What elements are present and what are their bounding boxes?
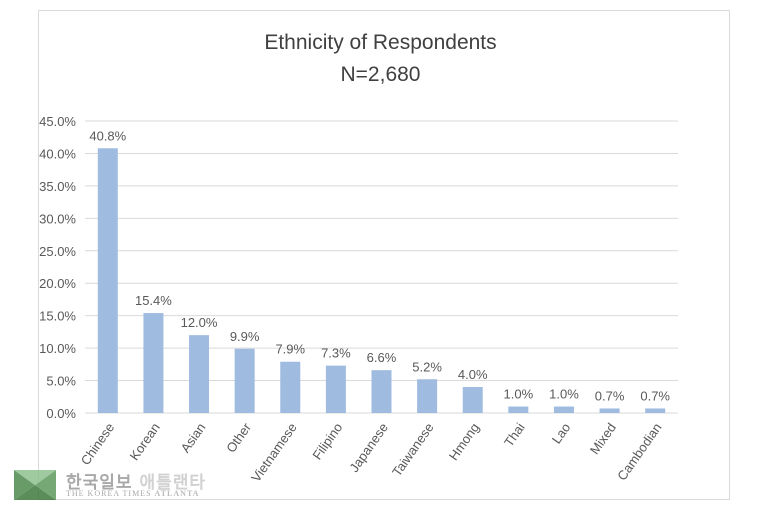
bar-taiwanese [417, 379, 438, 413]
x-tick-label: Japanese [346, 420, 391, 475]
bar-asian [189, 335, 210, 413]
data-label: 40.8% [89, 128, 126, 143]
bars [97, 148, 666, 413]
data-label: 15.4% [135, 293, 172, 308]
y-tick-label: 25.0% [39, 244, 76, 259]
y-tick-label: 40.0% [39, 146, 76, 161]
bar-thai [508, 406, 529, 413]
watermark-logo: 한국일보 애틀랜타 THE KOREA TIMES ATLANTA [14, 468, 254, 502]
bar-hmong [462, 387, 483, 413]
y-tick-label: 35.0% [39, 179, 76, 194]
x-tick-label: Cambodian [614, 420, 664, 483]
y-tick-label: 15.0% [39, 309, 76, 324]
data-label: 7.3% [321, 346, 351, 361]
x-tick-label: Taiwanese [389, 420, 437, 479]
bar-japanese [371, 370, 392, 413]
y-tick-label: 30.0% [39, 211, 76, 226]
x-tick-label: Vietnamese [248, 420, 300, 485]
bar-cambodian [645, 408, 666, 413]
y-tick-label: 20.0% [39, 276, 76, 291]
y-tick-label: 0.0% [46, 406, 76, 421]
logo-icon [14, 470, 56, 500]
chart-title: Ethnicity of Respondents [264, 31, 497, 54]
bar-filipino [325, 365, 346, 413]
watermark-english: THE KOREA TIMES ATLANTA [66, 489, 199, 498]
bar-korean [143, 313, 164, 413]
x-tick-label: Thai [501, 420, 528, 449]
data-label: 0.7% [640, 388, 670, 403]
x-tick-label: Filipino [309, 420, 345, 462]
data-label: 0.7% [595, 388, 625, 403]
data-labels: 40.8% 15.4% 12.0% 9.9% 7.9% 7.3% 6.6% 5.2% 4.0% 1… [89, 128, 670, 403]
watermark-korean-sub: 애틀랜타 [139, 473, 207, 493]
y-tick-label: 45.0% [39, 114, 76, 129]
data-label: 9.9% [230, 329, 260, 344]
data-label: 7.9% [275, 342, 305, 357]
x-tick-label: Mixed [587, 420, 619, 457]
bar-other [234, 348, 255, 413]
watermark-korean: 한국일보 애틀랜타 [66, 468, 206, 493]
bar-lao [553, 406, 574, 413]
x-tick-label: Korean [127, 420, 163, 463]
grid-lines [85, 120, 678, 414]
x-tick-label: Asian [178, 420, 209, 455]
y-axis-ticks: 0.0% 5.0% 10.0% 15.0% 20.0% 25.0% 30.0% 35.0% 40… [39, 114, 76, 421]
chart-area [38, 10, 730, 500]
data-label: 5.2% [412, 359, 442, 374]
y-tick-label: 5.0% [46, 374, 76, 389]
x-tick-label: Other [223, 420, 254, 456]
x-tick-label: Lao [549, 420, 574, 446]
watermark-english-sub: ATLANTA [154, 489, 200, 498]
bar-mixed [599, 408, 620, 413]
data-label: 6.6% [367, 350, 397, 365]
bar-chinese [97, 148, 118, 413]
watermark-english-main: THE KOREA TIMES [66, 489, 152, 498]
x-tick-label: Hmong [446, 420, 482, 463]
y-tick-label: 10.0% [39, 341, 76, 356]
chart-subtitle: N=2,680 [340, 63, 421, 86]
data-label: 1.0% [504, 387, 534, 402]
data-label: 12.0% [181, 315, 218, 330]
watermark-korean-main: 한국일보 [66, 473, 133, 493]
data-label: 1.0% [549, 387, 579, 402]
x-tick-label: Chinese [78, 420, 118, 468]
bar-vietnamese [280, 361, 301, 413]
data-label: 4.0% [458, 367, 488, 382]
